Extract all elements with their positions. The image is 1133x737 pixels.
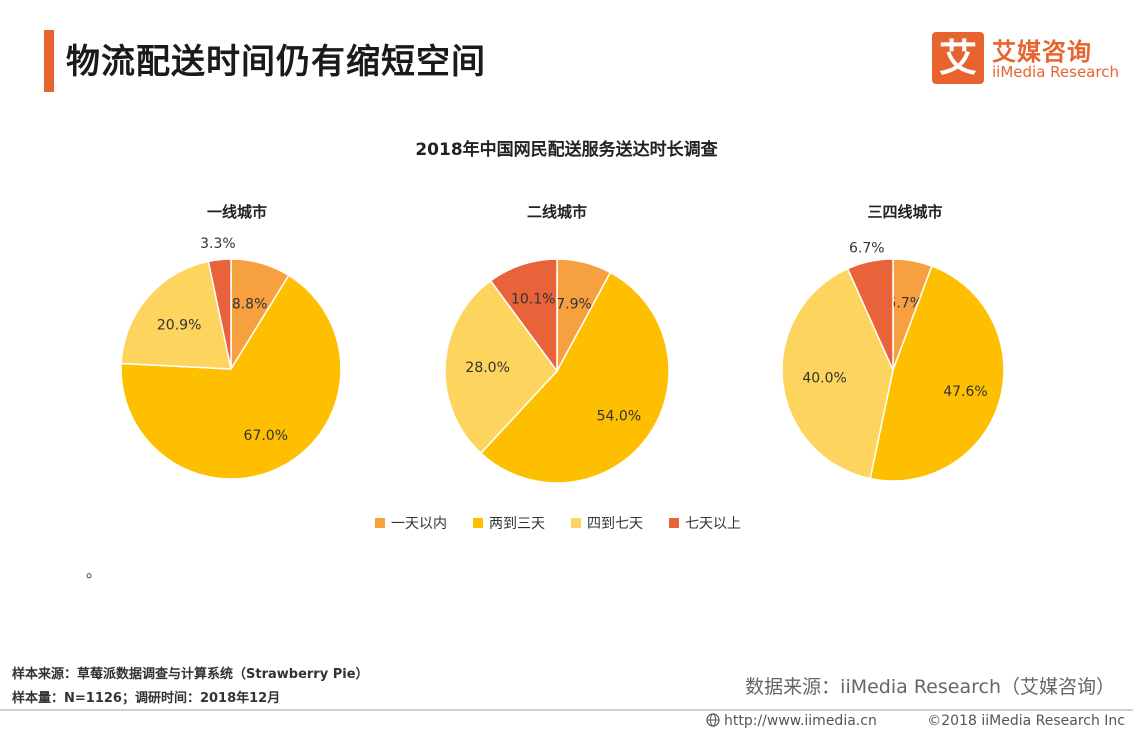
footer-url[interactable]: http://www.iimedia.cn [706, 713, 877, 729]
pie-title-tier34: 三四线城市 [867, 203, 943, 221]
pie-label-2-2to3d: 54.0% [597, 408, 641, 424]
pie-slice-1-gt7d [207, 258, 232, 370]
pie-label-2-gt7d: 10.1% [511, 292, 555, 308]
pie-label-3-gt7d: 6.7% [849, 240, 885, 256]
sample-source: 样本来源：草莓派数据调查与计算系统（Strawberry Pie） [12, 667, 369, 682]
legend-swatch [473, 518, 483, 528]
legend-swatch [375, 518, 385, 528]
legend-label: 两到三天 [489, 516, 545, 532]
legend-label: 四到七天 [587, 516, 643, 532]
pie-label-1-4to7d: 20.9% [157, 318, 201, 334]
note-bullet: 。 [86, 562, 103, 581]
pie-label-3-2to3d: 47.6% [943, 384, 987, 400]
page-title: 物流配送时间仍有缩短空间 [66, 42, 486, 82]
chart-title: 2018年中国网民配送服务送达时长调查 [415, 140, 718, 160]
logo-en-text: iiMedia Research [992, 63, 1119, 81]
logo-mark: 艾 [932, 32, 984, 84]
pie-label-1-lt1d: 8.8% [232, 296, 268, 312]
legend-label: 七天以上 [685, 516, 741, 532]
pie-slice-1-2to3d [120, 274, 342, 480]
pie-title-tier1: 一线城市 [206, 203, 267, 221]
pie-label-3-4to7d: 40.0% [802, 370, 846, 386]
sample-size: 样本量：N=1126；调研时间：2018年12月 [12, 691, 281, 706]
pie-slice-2-4to7d [444, 279, 558, 455]
pie-slice-3-4to7d [781, 267, 894, 480]
legend-swatch [571, 518, 581, 528]
pie-title-tier2: 二线城市 [526, 203, 587, 221]
footer-copyright: ©2018 iiMedia Research Inc [927, 713, 1125, 729]
pie-label-2-4to7d: 28.0% [465, 360, 509, 376]
pie-slice-3-2to3d [869, 265, 1005, 482]
footer-url-text: http://www.iimedia.cn [724, 713, 877, 729]
pie-slice-2-2to3d [479, 271, 670, 484]
pie-label-1-gt7d: 3.3% [200, 236, 236, 252]
pie-label-3-lt1d: 5.7% [887, 295, 923, 311]
data-source: 数据来源：iiMedia Research（艾媒咨询） [745, 676, 1115, 698]
logo-cn-text: 艾媒咨询 [992, 38, 1092, 66]
globe-icon [706, 713, 720, 727]
pie-label-1-2to3d: 67.0% [244, 428, 288, 444]
pie-slice-1-4to7d [120, 260, 232, 370]
legend-label: 一天以内 [391, 516, 447, 532]
legend-swatch [669, 518, 679, 528]
pie-slice-3-gt7d [846, 258, 894, 371]
pie-slice-2-gt7d [489, 258, 558, 374]
title-accent-bar [44, 30, 54, 92]
pie-label-2-lt1d: 7.9% [556, 297, 592, 313]
footer-divider [0, 709, 1133, 711]
brand-logo: 艾 艾媒咨询 iiMedia Research [932, 32, 1119, 86]
